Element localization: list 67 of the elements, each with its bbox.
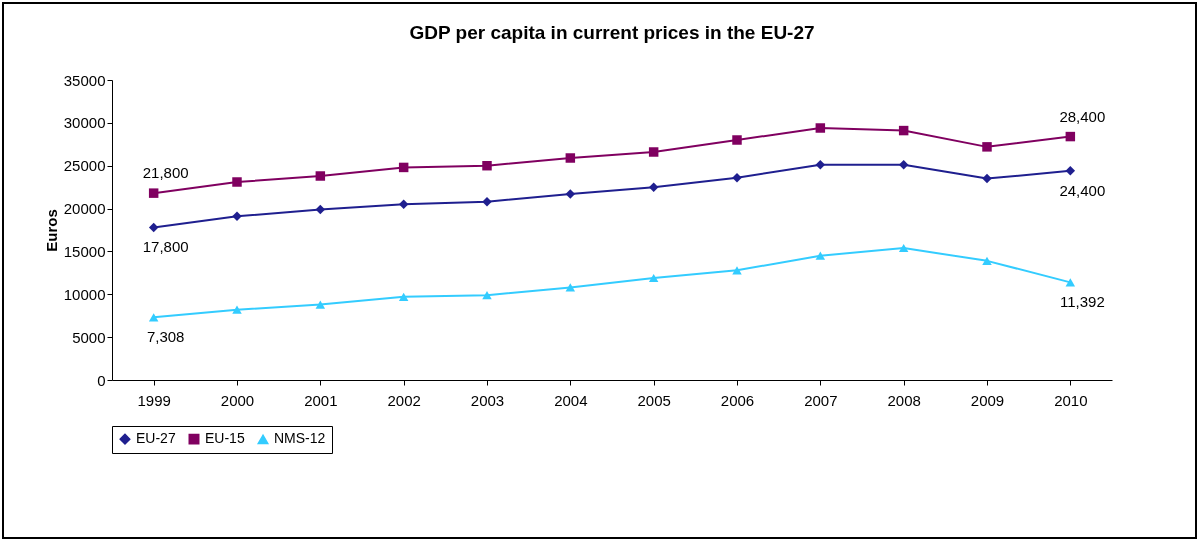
x-tick-label: 2001 [304,391,338,409]
point [898,243,909,253]
point [648,273,659,283]
point [565,189,576,199]
annotation: 7,308 [146,328,185,346]
annotation: 11,392 [1059,293,1105,311]
annotation: 17,800 [142,238,189,256]
point [232,211,242,222]
annotation: 28,400 [1059,107,1106,125]
point [898,125,909,136]
point [982,142,992,152]
y-tick-label: 10000 [63,285,106,303]
point [315,171,326,181]
point [315,300,326,309]
point [148,222,159,233]
x-tick-label: 2007 [804,391,838,409]
y-tick-label: 15000 [63,242,106,260]
y-tick-label: 5000 [72,328,106,346]
x-tick-label: 2009 [970,391,1005,409]
annotation: 24,400 [1059,181,1106,199]
y-tick-label: 30000 [63,114,106,132]
y-axis-title: Euros [42,209,60,252]
point [148,188,159,198]
point [898,160,909,170]
point [1065,166,1076,176]
x-tick-label: 2010 [1054,391,1088,409]
point [648,147,659,157]
chart-title: GDP per capita in current prices in the EU-27 [409,22,815,43]
x-tick-label: 1999 [137,391,171,409]
x-tick-label: 2005 [637,391,671,409]
y-tick-label: 25000 [63,157,106,175]
point [232,177,242,187]
point [648,182,659,192]
point [565,153,576,163]
point [148,313,159,322]
y-tick-label: 20000 [63,200,106,218]
point [1065,131,1076,142]
annotation: 21,800 [142,164,189,182]
legend-label: EU-15 [205,430,245,447]
point [732,172,742,183]
x-tick-label: 2002 [387,391,421,409]
x-tick-label: 2008 [887,391,921,409]
y-tick-label: 0 [97,371,106,389]
legend-label: EU-27 [136,430,176,447]
point [565,283,576,292]
point [398,292,409,301]
point [732,135,742,145]
point [232,305,242,314]
point [482,291,492,300]
point [398,162,409,173]
point [982,256,992,265]
point [315,204,326,215]
point [1065,278,1076,287]
point [815,123,826,133]
x-tick-label: 2006 [720,391,755,409]
point [482,160,492,171]
point [815,160,826,170]
x-tick-label: 2000 [220,391,255,409]
point [982,173,992,184]
x-tick-label: 2004 [554,391,588,409]
y-tick-label: 35000 [63,71,106,89]
point [482,196,492,207]
point [815,251,826,260]
point [732,266,742,275]
x-tick-label: 2003 [470,391,505,409]
point [398,199,409,210]
legend-label: NMS-12 [274,430,326,447]
